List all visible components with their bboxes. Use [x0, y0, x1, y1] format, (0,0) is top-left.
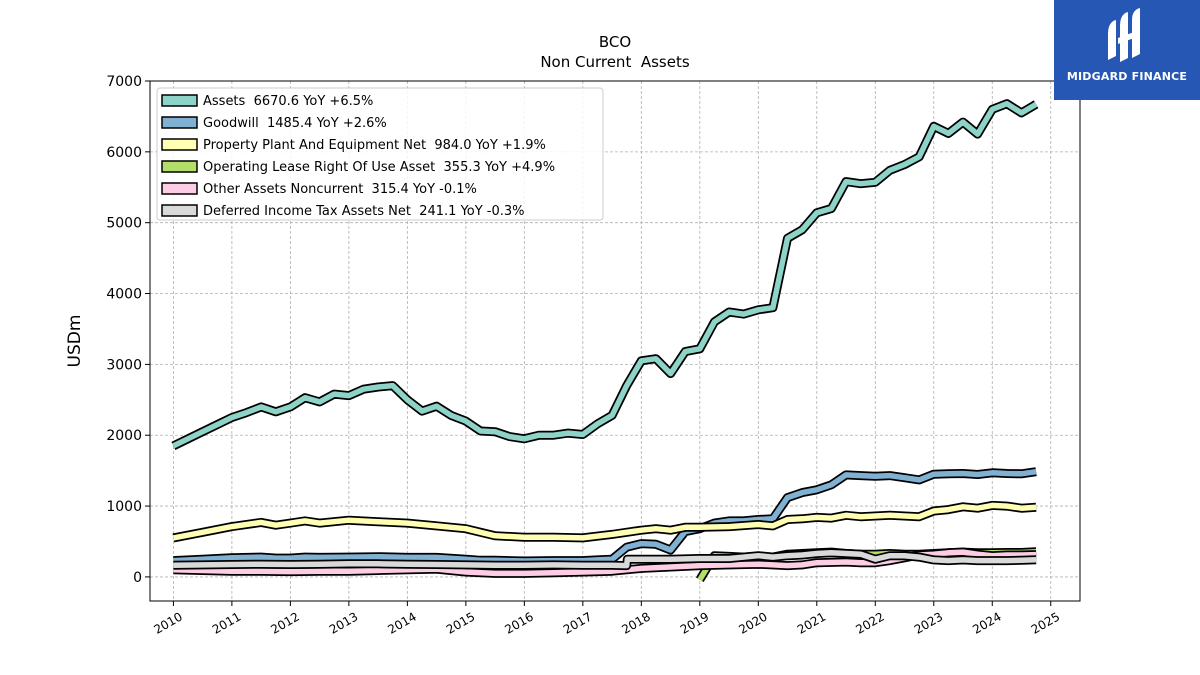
y-tick-label: 5000 [106, 216, 142, 232]
x-tick-label: 2012 [268, 609, 301, 636]
legend-label: Goodwill 1485.4 YoY +2.6% [203, 116, 387, 131]
legend-swatch [161, 116, 198, 129]
brand-name: MIDGARD FINANCE [1066, 70, 1188, 83]
series-6-line [173, 550, 1037, 569]
plot-frame [149, 80, 1081, 602]
x-tick-label: 2013 [327, 609, 360, 636]
brand-logo: MIDGARD FINANCE [1054, 0, 1200, 100]
x-tick-label: 2021 [795, 609, 828, 636]
x-tick-label: 2020 [736, 609, 769, 636]
legend-label: Other Assets Noncurrent 315.4 YoY -0.1% [203, 182, 477, 197]
legend-swatch [161, 204, 198, 217]
y-tick-label: 6000 [106, 145, 142, 161]
y-tick-label: 7000 [106, 74, 142, 90]
series-1-line [172, 100, 1038, 449]
x-tick-label: 2018 [619, 609, 652, 636]
x-tick-label: 2014 [385, 609, 418, 636]
x-tick-label: 2015 [444, 609, 477, 636]
x-tick-label: 2010 [151, 609, 184, 636]
series-layer [171, 99, 1039, 583]
x-tick-label: 2019 [678, 609, 711, 636]
x-tick-label: 2022 [853, 609, 886, 636]
y-tick-label: 2000 [106, 428, 142, 444]
legend-swatch [161, 138, 198, 151]
series-5-line [173, 549, 1037, 577]
x-tick-label: 2011 [210, 609, 243, 636]
x-tick-label: 2023 [912, 609, 945, 636]
legend-label: Property Plant And Equipment Net 984.0 Y… [203, 138, 546, 153]
x-tick-label: 2016 [502, 609, 535, 636]
x-tick-label: 2025 [1029, 609, 1062, 636]
legend-box [156, 87, 604, 221]
x-tick-label: 2017 [561, 609, 594, 636]
legend-label: Assets 6670.6 YoY +6.5% [203, 94, 373, 109]
y-tick-label: 1000 [106, 499, 142, 515]
y-tick-label: 4000 [106, 287, 142, 303]
y-tick-label: 0 [133, 570, 142, 586]
legend-swatch [161, 94, 198, 107]
legend-swatch [161, 160, 198, 173]
y-tick-label: 3000 [106, 357, 142, 373]
series-3-line [172, 502, 1037, 541]
legend-label: Deferred Income Tax Assets Net 241.1 YoY… [203, 204, 525, 219]
x-tick-label: 2024 [970, 609, 1003, 636]
midgard-m-logo-icon [1108, 8, 1140, 62]
legend-swatch [161, 182, 198, 195]
chart-title: BCO [599, 33, 631, 51]
legend: Assets 6670.6 YoY +6.5% Goodwill 1485.4 Y… [156, 87, 604, 221]
chart-subtitle: Non Current Assets [540, 53, 690, 71]
legend-label: Operating Lease Right Of Use Asset 355.3… [203, 160, 555, 175]
y-axis-label: USDm [65, 315, 85, 368]
